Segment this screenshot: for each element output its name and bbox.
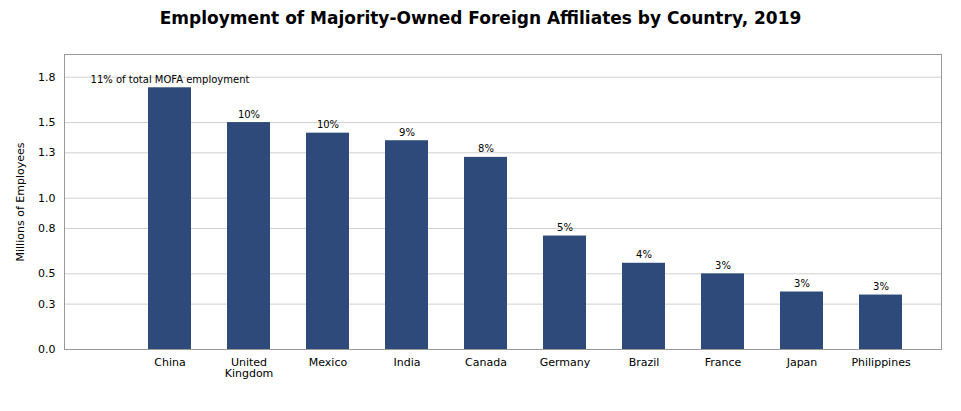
svg-text:Canada: Canada [465, 356, 507, 369]
svg-text:France: France [705, 356, 742, 369]
svg-text:8%: 8% [478, 143, 494, 154]
svg-text:Philippines: Philippines [851, 356, 911, 369]
svg-text:Germany: Germany [540, 356, 591, 369]
svg-text:1.0: 1.0 [38, 192, 56, 205]
html-text:Employment of Majority-Owned F: Employment of Majority-Owned Foreign Aff… [159, 8, 802, 28]
svg-text:3%: 3% [794, 278, 810, 289]
svg-text:4%: 4% [636, 249, 652, 260]
svg-text:1.5: 1.5 [38, 116, 56, 129]
svg-text:UnitedKingdom: UnitedKingdom [225, 356, 274, 380]
svg-text:Mexico: Mexico [309, 356, 348, 369]
svg-text:11% of total MOFA employment: 11% of total MOFA employment [91, 74, 250, 85]
svg-text:10%: 10% [238, 109, 260, 120]
svg-text:Brazil: Brazil [629, 356, 660, 369]
svg-text:1.3: 1.3 [38, 146, 56, 159]
svg-text:0.5: 0.5 [38, 267, 56, 280]
svg-text:9%: 9% [399, 127, 415, 138]
svg-text:China: China [154, 356, 185, 369]
svg-text:Millions of Employees: Millions of Employees [14, 142, 27, 261]
svg-text:10%: 10% [317, 119, 339, 130]
svg-text:1.8: 1.8 [38, 71, 56, 84]
svg-text:0.0: 0.0 [38, 343, 56, 356]
svg-text:3%: 3% [715, 260, 731, 271]
svg-text:0.3: 0.3 [38, 298, 56, 311]
svg-text:3%: 3% [873, 281, 889, 292]
svg-text:Japan: Japan [786, 356, 818, 369]
svg-text:5%: 5% [557, 222, 573, 233]
svg-text:0.8: 0.8 [38, 222, 56, 235]
svg-text:India: India [394, 356, 421, 369]
